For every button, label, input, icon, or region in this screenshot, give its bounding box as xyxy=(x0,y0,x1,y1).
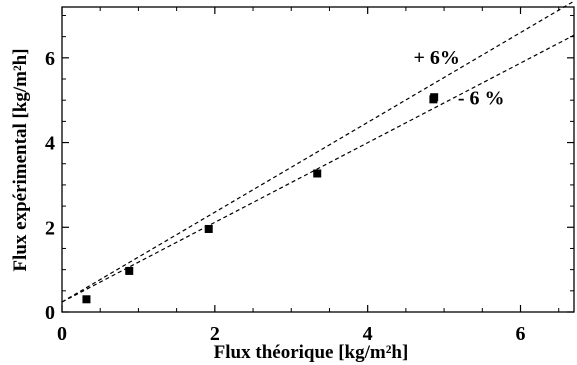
data-point-6 xyxy=(430,93,439,102)
y-tick-label: 0 xyxy=(45,302,55,324)
x-tick-label: 2 xyxy=(210,323,220,345)
line-label-minus: - 6 % xyxy=(458,87,505,109)
data-point-1 xyxy=(82,295,91,304)
reference-lines xyxy=(61,0,575,303)
data-point-3 xyxy=(204,224,213,233)
y-tick-label: 4 xyxy=(45,133,55,155)
x-tick-label: 0 xyxy=(57,323,67,345)
data-points xyxy=(82,93,439,304)
data-point-4 xyxy=(313,169,322,178)
line-label-plus: + 6% xyxy=(414,47,460,69)
plot-frame xyxy=(61,6,575,313)
x-axis-title: Flux théorique [kg/m²h] xyxy=(214,342,409,363)
axis-ticks: 0 2 4 6 0 2 4 6 xyxy=(45,7,574,345)
x-tick-label: 4 xyxy=(363,323,373,345)
y-axis-title: Flux expérimental [kg/m²h] xyxy=(10,48,31,271)
data-point-2 xyxy=(125,266,134,275)
line-labels: + 6% - 6 % xyxy=(414,47,505,109)
reference-line-plus xyxy=(61,0,575,303)
y-tick-label: 2 xyxy=(45,217,55,239)
x-tick-label: 6 xyxy=(516,323,526,345)
plot-area: 0 2 4 6 0 2 4 6 + 6% - 6 % xyxy=(45,0,575,345)
y-tick-label: 6 xyxy=(45,48,55,70)
reference-line-minus xyxy=(61,34,575,303)
